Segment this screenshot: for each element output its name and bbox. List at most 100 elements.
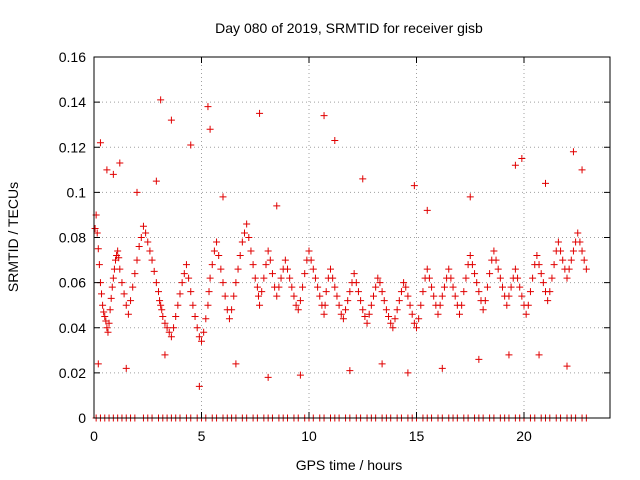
x-tick-label: 0 bbox=[90, 428, 98, 444]
data-point bbox=[309, 265, 317, 273]
data-point bbox=[157, 96, 165, 104]
y-tick-label: 0.16 bbox=[59, 49, 86, 65]
data-point bbox=[374, 274, 382, 282]
data-point bbox=[131, 270, 139, 278]
data-point bbox=[410, 319, 418, 327]
y-tick-label: 0.04 bbox=[59, 320, 86, 336]
data-point bbox=[569, 247, 577, 255]
data-point bbox=[206, 274, 214, 282]
x-tick-label: 10 bbox=[301, 428, 317, 444]
data-point bbox=[109, 170, 117, 178]
data-point bbox=[404, 292, 412, 300]
data-point bbox=[526, 288, 534, 296]
data-point bbox=[294, 306, 302, 314]
data-point bbox=[456, 310, 463, 318]
x-tick-label: 15 bbox=[409, 428, 425, 444]
data-point bbox=[161, 319, 169, 327]
data-point bbox=[296, 371, 304, 379]
data-point bbox=[122, 301, 130, 309]
data-point bbox=[253, 283, 261, 291]
data-point bbox=[204, 103, 212, 111]
data-point bbox=[249, 261, 257, 269]
data-point bbox=[524, 301, 532, 309]
data-point bbox=[258, 288, 266, 296]
data-point bbox=[127, 297, 135, 305]
data-point bbox=[234, 265, 242, 273]
data-point bbox=[440, 283, 448, 291]
data-point bbox=[361, 312, 369, 320]
data-point bbox=[511, 161, 519, 169]
data-point bbox=[236, 252, 244, 260]
x-tick-label: 20 bbox=[516, 428, 532, 444]
data-point bbox=[365, 310, 373, 318]
data-point bbox=[385, 312, 393, 320]
data-point bbox=[94, 245, 102, 253]
data-point bbox=[344, 297, 352, 305]
data-point bbox=[322, 288, 330, 296]
data-point bbox=[535, 351, 543, 359]
data-point bbox=[449, 283, 457, 291]
data-point bbox=[548, 274, 556, 282]
data-point bbox=[182, 261, 190, 269]
data-point bbox=[567, 256, 575, 264]
data-point bbox=[466, 252, 474, 260]
data-point bbox=[232, 360, 240, 368]
data-point bbox=[187, 288, 195, 296]
data-point bbox=[473, 279, 481, 287]
y-tick-label: 0.1 bbox=[67, 184, 87, 200]
data-point bbox=[499, 283, 506, 291]
data-point bbox=[268, 270, 276, 278]
data-point bbox=[387, 319, 395, 327]
data-point bbox=[129, 283, 137, 291]
data-point bbox=[152, 279, 160, 287]
y-axis-label: SRMTID / TECUs bbox=[5, 182, 21, 292]
data-point bbox=[296, 297, 304, 305]
data-point bbox=[359, 306, 367, 314]
data-point bbox=[170, 324, 178, 332]
data-point bbox=[292, 301, 300, 309]
data-point bbox=[578, 166, 586, 174]
data-point bbox=[142, 229, 150, 237]
data-point bbox=[389, 324, 397, 332]
data-point bbox=[522, 310, 530, 318]
data-point bbox=[447, 274, 455, 282]
data-point bbox=[535, 261, 543, 269]
data-point bbox=[346, 367, 354, 375]
y-ticks: 0 0.02 0.04 0.06 0.08 0.1 0.12 0.14 0.16 bbox=[59, 49, 610, 426]
data-point bbox=[144, 238, 152, 246]
data-point bbox=[430, 292, 438, 300]
data-point bbox=[284, 265, 291, 273]
data-point bbox=[158, 306, 166, 314]
y-tick-label: 0 bbox=[78, 410, 86, 426]
data-point bbox=[167, 116, 175, 124]
data-point bbox=[180, 270, 188, 278]
data-point bbox=[264, 247, 272, 255]
data-point bbox=[150, 267, 158, 275]
data-point bbox=[576, 238, 584, 246]
data-point bbox=[511, 265, 519, 273]
y-tick-label: 0.12 bbox=[59, 139, 86, 155]
x-gridlines bbox=[201, 57, 525, 418]
data-point bbox=[95, 261, 103, 269]
data-point bbox=[321, 301, 329, 309]
data-point bbox=[380, 297, 388, 305]
data-point bbox=[395, 297, 403, 305]
data-point bbox=[471, 270, 479, 278]
data-point bbox=[378, 360, 386, 368]
data-point bbox=[331, 136, 339, 144]
data-point bbox=[402, 283, 410, 291]
data-point bbox=[172, 312, 180, 320]
data-point bbox=[262, 261, 270, 269]
data-point bbox=[133, 188, 141, 196]
data-point bbox=[299, 283, 307, 291]
data-point bbox=[135, 243, 143, 251]
data-point bbox=[245, 234, 253, 241]
data-point bbox=[533, 252, 541, 260]
data-point bbox=[195, 333, 203, 341]
data-point bbox=[563, 274, 571, 282]
data-point bbox=[400, 279, 408, 287]
data-point bbox=[286, 274, 294, 282]
data-point bbox=[94, 360, 102, 368]
data-point bbox=[157, 301, 165, 309]
data-point bbox=[391, 315, 399, 323]
